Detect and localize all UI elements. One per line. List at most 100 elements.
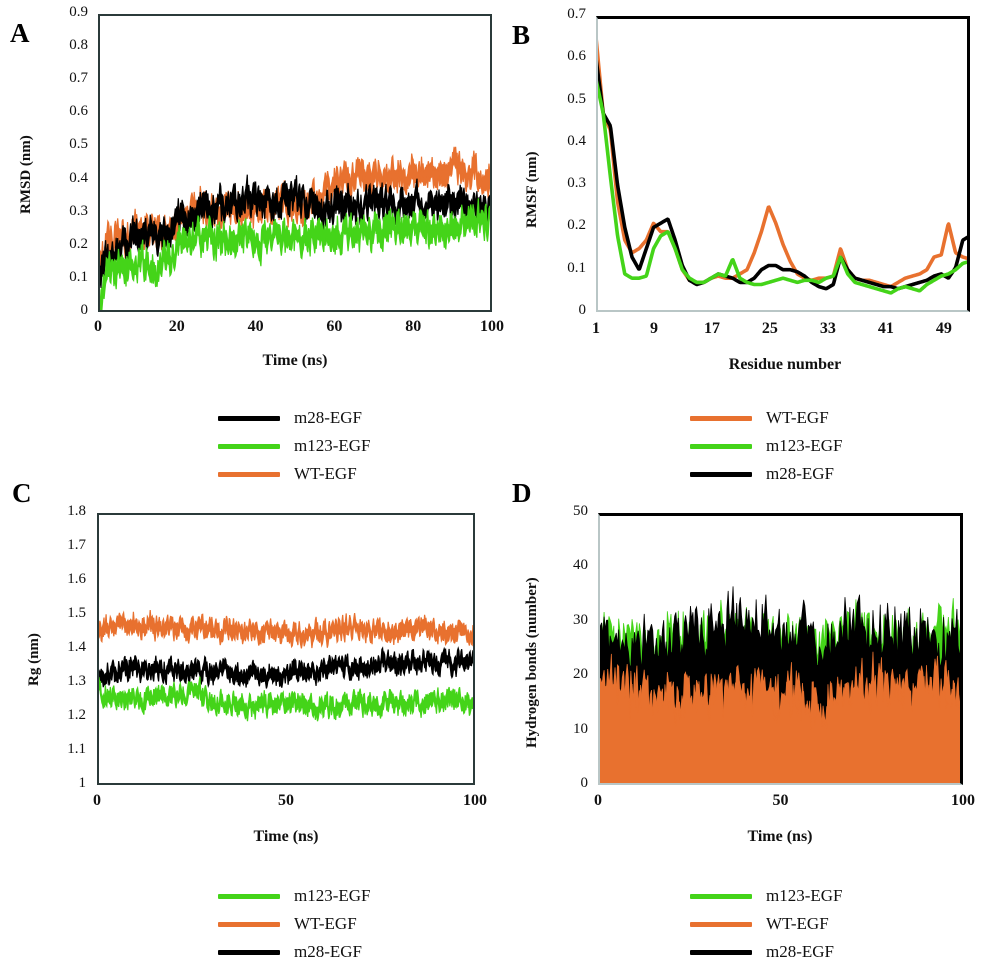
ytick-label: 0.8 [69, 37, 88, 54]
legend-item[interactable]: m28-EGF [690, 460, 843, 488]
ytick-label: 0.1 [567, 259, 586, 276]
legend-item[interactable]: WT-EGF [218, 910, 371, 938]
panel-a-letter: A [10, 18, 30, 48]
ytick-label: 1.5 [67, 605, 86, 621]
xtick-label: 17 [703, 320, 720, 337]
legend-swatch-icon [218, 921, 280, 927]
legend-item[interactable]: m123-EGF [218, 432, 371, 460]
panel-d-xlabel: Time (ns) [747, 828, 813, 845]
xtick-label: 50 [772, 792, 789, 809]
legend-item[interactable]: WT-EGF [690, 404, 843, 432]
ytick-label: 1.8 [67, 503, 86, 519]
ytick-label: 20 [573, 666, 588, 683]
ytick-label: 0.4 [69, 169, 88, 186]
legend-label: WT-EGF [294, 464, 357, 483]
panel-a-legend: m28-EGF m123-EGF WT-EGF [218, 404, 371, 488]
panel-d-plot-area [598, 513, 963, 785]
ytick-label: 0.7 [69, 70, 88, 87]
legend-label: m123-EGF [766, 436, 843, 455]
legend-label: m28-EGF [294, 408, 362, 427]
panel-b-letter: B [512, 20, 531, 50]
ytick-label: 0.6 [567, 48, 586, 65]
legend-item[interactable]: m28-EGF [218, 938, 371, 966]
ytick-label: 0 [80, 302, 89, 318]
legend-item[interactable]: WT-EGF [690, 910, 843, 938]
panel-b-chart [596, 35, 970, 295]
ytick-label: 1 [78, 775, 87, 791]
panel-b-legend: WT-EGF m123-EGF m28-EGF [690, 404, 843, 488]
panel-b-plot-area [596, 16, 970, 312]
ytick-label: 10 [573, 720, 588, 737]
legend-item[interactable]: m123-EGF [690, 432, 843, 460]
panel-b-xlabel: Residue number [728, 356, 842, 373]
xtick-label: 60 [326, 318, 343, 335]
ytick-label: 0.7 [567, 6, 586, 22]
panel-a-xlabel: Time (ns) [262, 352, 328, 369]
ytick-label: 0.4 [567, 132, 586, 149]
ytick-label: 0.2 [69, 235, 88, 252]
xtick-label: 80 [405, 318, 422, 335]
ytick-label: 1.3 [67, 673, 86, 689]
panel-d-chart [598, 586, 963, 785]
ytick-label: 0.1 [69, 268, 88, 285]
legend-label: m28-EGF [766, 942, 834, 961]
legend-swatch-icon [690, 921, 752, 927]
ytick-label: 0.3 [567, 175, 586, 192]
legend-item[interactable]: m123-EGF [690, 882, 843, 910]
ytick-label: 1.4 [67, 639, 86, 655]
panel-c-legend: m123-EGF WT-EGF m28-EGF [218, 882, 371, 966]
legend-swatch-icon [690, 893, 752, 899]
legend-label: WT-EGF [766, 914, 829, 933]
legend-item[interactable]: m123-EGF [218, 882, 371, 910]
xtick-label: 25 [761, 320, 778, 337]
ytick-label: 1.6 [67, 571, 86, 587]
xtick-label: 100 [463, 792, 487, 809]
xtick-label: 0 [93, 792, 101, 809]
legend-label: WT-EGF [766, 408, 829, 427]
xtick-label: 1 [592, 320, 600, 337]
panel-c-chart [97, 609, 475, 722]
panel-d-legend: m123-EGF WT-EGF m28-EGF [690, 882, 843, 966]
legend-swatch-icon [218, 443, 280, 449]
ytick-label: 0.2 [567, 217, 586, 234]
legend-swatch-icon [218, 415, 280, 421]
ytick-label: 0.6 [69, 103, 88, 120]
xtick-label: 33 [819, 320, 836, 337]
legend-swatch-icon [690, 471, 752, 477]
xtick-label: 100 [951, 792, 975, 809]
legend-label: m28-EGF [294, 942, 362, 961]
panel-c-plot-area [97, 513, 475, 785]
legend-label: m123-EGF [294, 436, 371, 455]
ytick-label: 40 [573, 557, 588, 574]
legend-label: m123-EGF [294, 886, 371, 905]
legend-item[interactable]: m28-EGF [218, 404, 371, 432]
legend-swatch-icon [218, 949, 280, 955]
legend-swatch-icon [218, 471, 280, 477]
ytick-label: 0 [578, 302, 587, 318]
xtick-label: 50 [278, 792, 294, 809]
xtick-label: 49 [935, 320, 952, 337]
ytick-label: 1.7 [67, 537, 86, 553]
ytick-label: 1.1 [67, 741, 86, 757]
xtick-label: 41 [877, 320, 894, 337]
legend-swatch-icon [690, 949, 752, 955]
panel-a-plot-area [98, 14, 492, 312]
xtick-label: 100 [480, 318, 504, 335]
legend-item[interactable]: m28-EGF [690, 938, 843, 966]
legend-label: m123-EGF [766, 886, 843, 905]
ytick-label: 50 [573, 503, 588, 519]
panel-d-letter: D [512, 478, 532, 508]
xtick-label: 0 [94, 318, 102, 335]
ytick-label: 30 [573, 611, 588, 628]
xtick-label: 0 [594, 792, 602, 809]
xtick-label: 20 [168, 318, 185, 335]
xtick-label: 9 [649, 320, 658, 337]
ytick-label: 0.9 [69, 4, 88, 20]
legend-item[interactable]: WT-EGF [218, 460, 371, 488]
ytick-label: 0.5 [567, 90, 586, 107]
legend-swatch-icon [690, 443, 752, 449]
ytick-label: 0 [580, 775, 589, 791]
legend-label: m28-EGF [766, 464, 834, 483]
legend-label: WT-EGF [294, 914, 357, 933]
